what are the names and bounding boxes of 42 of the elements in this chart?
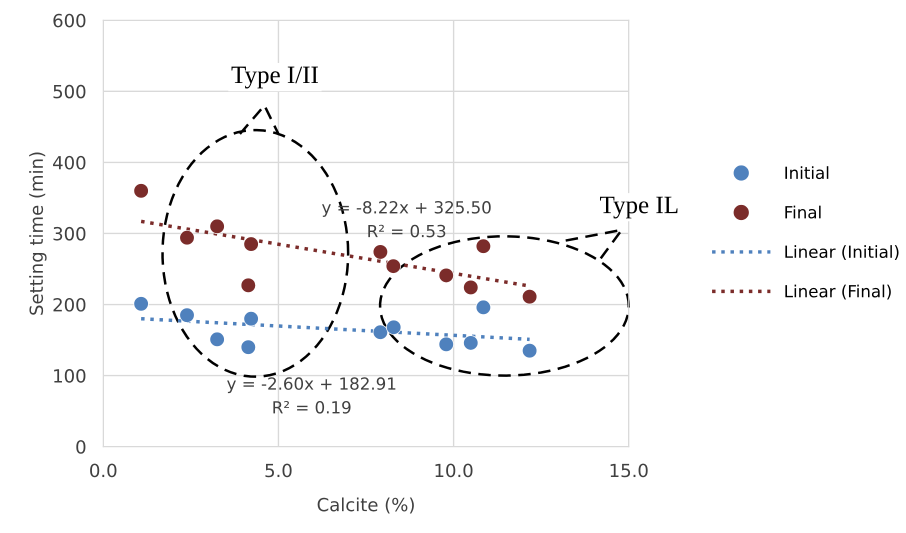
point: [438, 268, 454, 284]
y-tick-label: 500: [54, 84, 86, 98]
point: [179, 308, 195, 323]
point: [133, 296, 149, 312]
y-tick-label: 100: [54, 369, 86, 383]
point: [386, 320, 402, 335]
x-axis-title: Calcite (%): [318, 497, 414, 514]
point: [133, 183, 149, 198]
point: [438, 336, 454, 352]
y-tick-label: 300: [54, 226, 86, 241]
annotation: y = -2.60x + 182.91 R² = 0.19: [227, 377, 396, 414]
point: [210, 218, 225, 234]
point: [372, 324, 388, 340]
legend-label: Linear (Final): [785, 284, 891, 300]
point: [476, 300, 492, 315]
annotation: Type IL: [600, 196, 678, 218]
point: [243, 311, 259, 326]
legend-label: Initial: [785, 166, 828, 180]
legend-label: Linear (Initial): [785, 245, 899, 260]
y-tick-label: 0: [76, 440, 86, 454]
x-tick-label: 0.0: [90, 464, 116, 478]
point: [522, 343, 538, 358]
y-tick-label: 600: [53, 14, 86, 28]
point: [463, 280, 478, 296]
x-tick-label: 15.0: [610, 464, 648, 478]
point: [240, 340, 256, 355]
y-tick-label: 400: [53, 156, 86, 170]
point: [476, 238, 492, 254]
x-tick-label: 10.0: [435, 464, 473, 478]
legend-label: Final: [785, 206, 821, 219]
point: [240, 278, 256, 293]
point: [463, 335, 478, 351]
y-axis-title: Setting time (min): [29, 152, 47, 315]
y-tick-label: 200: [53, 298, 86, 312]
point: [372, 244, 388, 260]
x-tick-label: 5.0: [265, 464, 292, 478]
point: [243, 236, 259, 252]
point: [179, 230, 195, 246]
point: [522, 289, 538, 304]
point: [210, 332, 225, 347]
point: [386, 258, 401, 274]
annotation: Type I/II: [232, 66, 318, 88]
